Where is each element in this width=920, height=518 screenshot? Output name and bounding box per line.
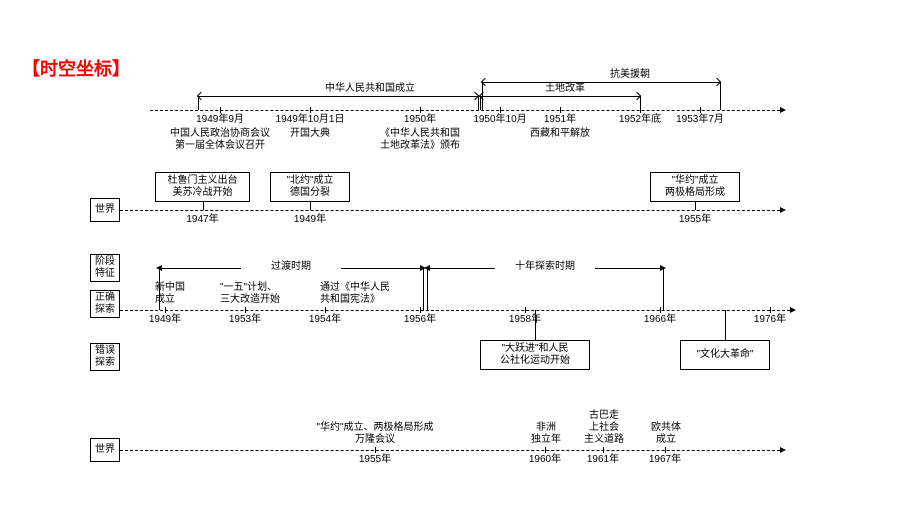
span-label: 中华人民共和国成立 [310, 83, 430, 95]
tick-year: 1949年10月1日 [270, 114, 350, 126]
tick-year: 1967年 [640, 454, 690, 466]
correct-event: "一五"计划、 三大改造开始 [220, 282, 320, 306]
tick-year: 1955年 [650, 214, 740, 226]
tick-label: 西藏和平解放 [500, 128, 620, 140]
span-label: 抗美援朝 [600, 69, 660, 81]
row-label: 阶段 特征 [90, 254, 120, 282]
box-connector [535, 310, 536, 340]
tick-year: 1956年 [395, 314, 445, 326]
wrong-event-box: "大跃进"和人民 公社化运动开始 [480, 340, 590, 370]
phase-drop [423, 268, 424, 310]
timeline-tick [375, 447, 376, 453]
timeline-tick [245, 307, 246, 313]
timeline-tick [420, 307, 421, 313]
wrong-event-box: "文化大革命" [680, 340, 770, 370]
correct-event: 通过《中华人民 共和国宪法》 [320, 282, 420, 306]
tick-year: 1949年 [140, 314, 190, 326]
tick-label: 开国大典 [250, 128, 370, 140]
tick-year: 1976年 [745, 314, 795, 326]
phase-label: 过渡时期 [241, 261, 341, 273]
timeline-tick [660, 307, 661, 313]
span-bracket [478, 96, 479, 110]
tick-label: 《中华人民共和国 土地改革法》颁布 [360, 128, 480, 152]
timeline-tick [310, 107, 311, 113]
span-label: 土地改革 [535, 83, 595, 95]
timeline-tick [560, 107, 561, 113]
span-bracket [482, 82, 483, 110]
world2-event: 非洲 独立年 [520, 422, 572, 446]
box-connector [725, 310, 726, 340]
world2-label: 世界 [90, 438, 120, 462]
tick-year: 1960年 [520, 454, 570, 466]
span-bracket [482, 82, 720, 83]
row-label: 正确 探索 [90, 290, 120, 318]
timeline-tick [770, 307, 771, 313]
tick-year: 1966年 [635, 314, 685, 326]
timeline-tick [700, 107, 701, 113]
timeline-tick [420, 107, 421, 113]
world1-arrow [780, 207, 786, 213]
tick-year: 1947年 [155, 214, 250, 226]
row-label: 错误 探索 [90, 343, 120, 371]
phase-label: 十年探索时期 [495, 261, 595, 273]
timeline1-axis [150, 110, 780, 111]
timeline-tick [640, 107, 641, 113]
timeline-tick [525, 307, 526, 313]
world-event-box: 杜鲁门主义出台 美苏冷战开始 [155, 172, 250, 202]
tick-year: 1950年 [380, 114, 460, 126]
span-bracket [480, 96, 640, 97]
phase-drop [427, 268, 428, 310]
world-event-box: "华约"成立 两极格局形成 [650, 172, 740, 202]
world2-event: 古巴走 上社会 主义道路 [578, 410, 630, 446]
tick-year: 1955年 [350, 454, 400, 466]
world-event-box: "北约"成立 德国分裂 [270, 172, 350, 202]
tick-year: 1949年9月 [180, 114, 260, 126]
world2-event: "华约"成立、两极格局形成 万隆会议 [295, 422, 455, 446]
timeline1-arrow [780, 107, 786, 113]
page-title: 【时空坐标】 [22, 55, 130, 81]
middle-arrow [790, 307, 796, 313]
world1-axis [120, 210, 780, 211]
timeline-tick [603, 447, 604, 453]
timeline-tick [220, 107, 221, 113]
span-bracket [198, 96, 478, 97]
timeline-tick [325, 307, 326, 313]
tick-year: 1949年 [270, 214, 350, 226]
timeline-tick [500, 107, 501, 113]
timeline-tick [665, 447, 666, 453]
tick-year: 1953年7月 [660, 114, 740, 126]
timeline-tick [203, 202, 204, 210]
tick-year: 1954年 [300, 314, 350, 326]
world2-event: 欧共体 成立 [640, 422, 692, 446]
tick-year: 1961年 [578, 454, 628, 466]
tick-year: 1953年 [220, 314, 270, 326]
world1-label: 世界 [90, 198, 120, 222]
timeline-tick [695, 202, 696, 210]
tick-year: 1958年 [500, 314, 550, 326]
span-bracket [720, 82, 721, 110]
timeline-tick [165, 307, 166, 313]
tick-year: 1951年 [520, 114, 600, 126]
timeline-tick [545, 447, 546, 453]
world2-arrow [780, 447, 786, 453]
timeline-tick [310, 202, 311, 210]
phase-drop [663, 268, 664, 310]
middle-axis [120, 310, 790, 311]
world2-axis [120, 450, 780, 451]
